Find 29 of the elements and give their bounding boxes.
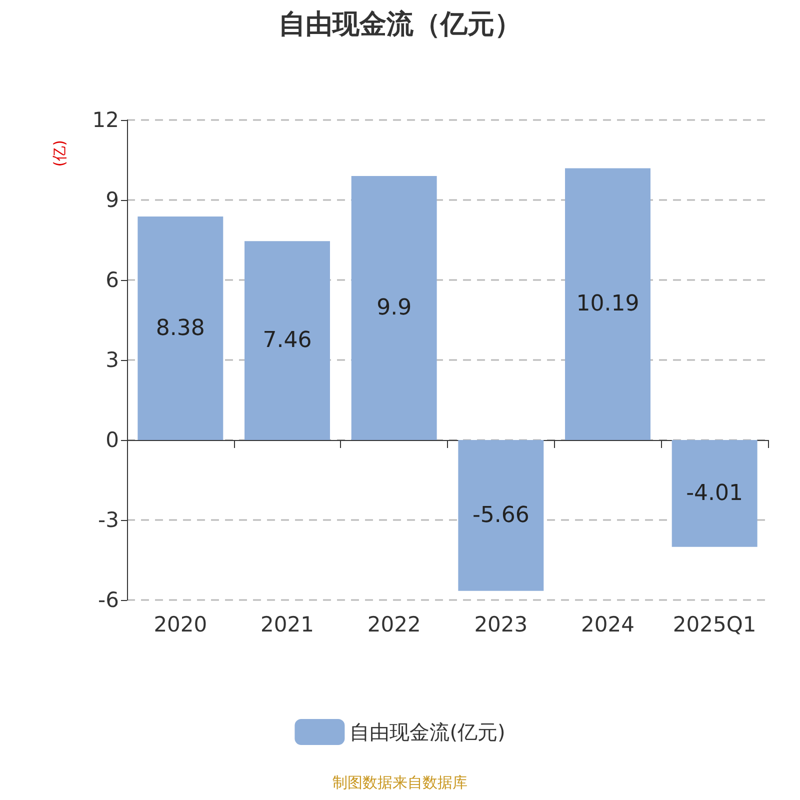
y-tick-label: -6 [98,588,119,612]
bar [244,241,330,440]
bar [351,176,437,440]
data-label: -5.66 [472,502,530,528]
bar [458,440,544,591]
data-label: -4.01 [686,480,744,506]
data-label: 8.38 [156,316,205,341]
bar [138,216,224,440]
bar [565,168,650,440]
y-axis-title: (亿) [50,140,68,167]
x-tick-label: 2020 [154,612,208,636]
data-label: 7.46 [262,328,312,354]
x-tick-label: 2024 [581,612,634,636]
legend-label: 自由现金流(亿元) [350,720,506,744]
y-tick-label: 0 [106,428,119,452]
x-tick-label: 2021 [260,612,314,636]
data-label: 10.19 [576,292,640,317]
text: 制图数据来自数据库 [332,774,468,792]
y-tick-label: 12 [92,108,119,132]
y-tick-label: 3 [106,348,119,372]
x-tick-label: 2023 [474,612,528,636]
y-tick-label: 9 [106,188,119,212]
x-tick-label: 2025Q1 [672,612,756,636]
y-tick-label: 6 [106,268,119,292]
bar [672,440,758,547]
y-tick-label: -3 [98,508,119,532]
chart-title: 自由现金流（亿元） [278,9,522,40]
x-tick-label: 2022 [367,612,421,636]
data-label: 9.9 [376,296,412,320]
